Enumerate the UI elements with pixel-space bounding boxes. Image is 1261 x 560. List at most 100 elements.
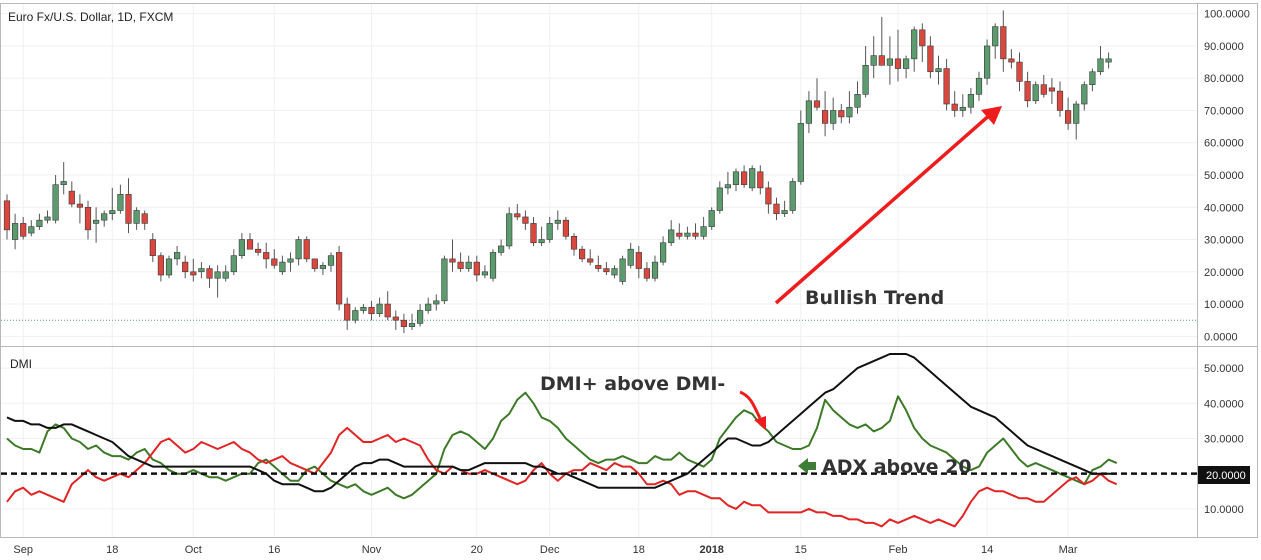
candle-body <box>117 194 124 211</box>
candle-body <box>392 316 399 321</box>
candle-body <box>708 210 715 227</box>
candle-body <box>60 181 67 185</box>
x-tick-label: Oct <box>185 544 202 556</box>
candle-body <box>676 232 683 237</box>
candle-body <box>368 306 375 315</box>
candle-body <box>206 268 213 279</box>
dmi-cross-arrowhead <box>754 416 766 430</box>
dmi-cross-label: DMI+ above DMI- <box>540 373 725 395</box>
candle-body <box>52 184 59 221</box>
candle-body <box>473 261 480 276</box>
price-y-axis: 0.0000 10.0000 20.0000 30.0000 40.0000 50.000… <box>1204 9 1250 344</box>
dmi-y-tick-label: 30.0000 <box>1204 433 1244 445</box>
candle-body <box>716 187 723 211</box>
candle-body <box>643 268 650 279</box>
candle-body <box>1056 90 1064 111</box>
candle-body <box>757 171 764 189</box>
candle-body <box>506 213 513 247</box>
x-tick-label: 18 <box>106 544 118 556</box>
candle-body <box>68 190 75 205</box>
candle-body <box>530 223 537 244</box>
candle-body <box>562 219 569 237</box>
price-y-tick-label: 70.0000 <box>1204 105 1244 117</box>
candle-body <box>93 219 100 224</box>
candle-body <box>1000 26 1007 60</box>
candle-body <box>84 206 92 231</box>
dmi-panel-title: DMI <box>10 357 32 371</box>
candle-body <box>992 26 999 47</box>
x-axis-labels: Sep 18 Oct 16 Nov 20 Dec 18 2018 15 Feb 14 Mar <box>13 544 1077 556</box>
price-y-tick-label: 0.0000 <box>1204 331 1238 343</box>
price-y-tick-label: 30.0000 <box>1204 235 1244 247</box>
candle-body <box>587 258 594 263</box>
candle-body <box>627 248 634 266</box>
candle-body <box>514 213 521 218</box>
candle-body <box>255 248 262 253</box>
candle-body <box>684 232 691 237</box>
price-chart-title: Euro Fx/U.S. Dollar, 1D, FXCM <box>8 10 173 24</box>
candle-body <box>157 255 165 276</box>
x-tick-label: Dec <box>540 544 560 556</box>
candle-body <box>190 271 197 276</box>
candle-body <box>141 213 148 224</box>
candle-body <box>408 323 416 327</box>
x-tick-label: Nov <box>362 544 382 556</box>
candle-body <box>1048 87 1055 92</box>
candle-body <box>1040 84 1047 95</box>
x-tick-label: 15 <box>795 544 807 556</box>
candle-body <box>919 29 926 47</box>
candle-body <box>813 100 821 108</box>
candle-body <box>894 58 902 69</box>
candle-body <box>465 261 472 269</box>
candle-body <box>959 106 966 111</box>
x-tick-label: Feb <box>889 544 908 556</box>
candle-body <box>554 219 561 224</box>
candle-body <box>352 310 359 321</box>
candle-body <box>109 210 116 215</box>
candle-body <box>578 248 586 260</box>
price-y-tick-label: 100.0000 <box>1204 9 1250 21</box>
bullish-trend-arrowhead <box>981 106 1002 125</box>
candle-body <box>732 171 740 185</box>
candle-body <box>1105 58 1112 63</box>
candle-body <box>611 268 618 276</box>
candle-body <box>570 236 578 250</box>
candle-body <box>416 310 424 324</box>
candle-body <box>846 106 853 118</box>
candle-body <box>886 58 893 66</box>
candle-body <box>101 213 108 221</box>
x-tick-label: Mar <box>1059 544 1078 556</box>
dmi-y-tick-label: 40.0000 <box>1204 398 1244 410</box>
candle-body <box>927 45 934 73</box>
candle-body <box>303 239 310 260</box>
dmi-panel-frame <box>0 346 1258 538</box>
candle-body <box>1008 58 1015 63</box>
dmi-y-tick-label: 50.0000 <box>1204 363 1244 375</box>
candle-body <box>781 210 788 215</box>
candle-body <box>481 271 489 276</box>
candle-body <box>1065 110 1072 124</box>
bullish-trend-label: Bullish Trend <box>805 287 944 309</box>
candle-body <box>603 268 610 273</box>
candle-body <box>125 194 132 224</box>
candle-body <box>911 29 918 60</box>
candle-body <box>538 239 545 244</box>
price-y-tick-label: 20.0000 <box>1204 267 1244 279</box>
x-tick-label: 18 <box>633 544 645 556</box>
candle-body <box>295 239 302 260</box>
candle-body <box>870 55 877 66</box>
bullish-trend-arrow <box>774 111 994 305</box>
x-tick-label: 14 <box>981 544 993 556</box>
candle-body <box>12 223 19 240</box>
candle-body <box>546 223 553 240</box>
x-tick-label: Sep <box>13 544 33 556</box>
candle-body <box>619 258 626 282</box>
candle-body <box>3 200 11 231</box>
price-y-tick-label: 60.0000 <box>1204 138 1244 150</box>
dmi-y-tick-label: 10.0000 <box>1204 504 1244 516</box>
candle-body <box>497 245 505 253</box>
candle-body <box>651 261 659 279</box>
x-tick-label: 16 <box>268 544 280 556</box>
candle-body <box>279 261 286 273</box>
